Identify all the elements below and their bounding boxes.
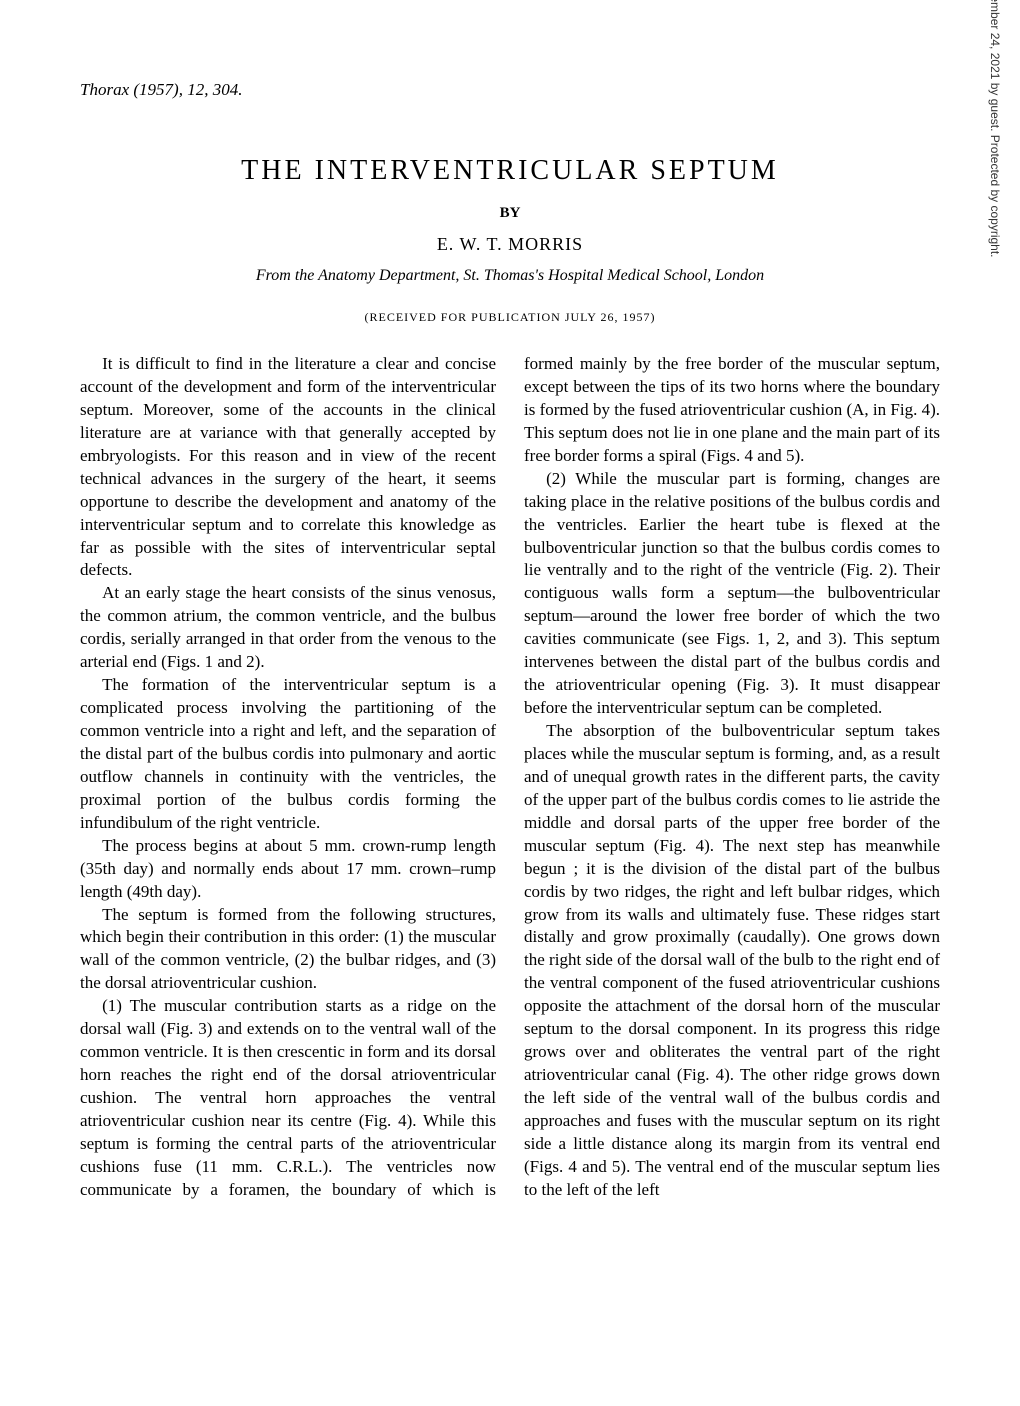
paragraph: The absorption of the bulboventricular s… (524, 720, 940, 1202)
paragraph: The process begins at about 5 mm. crown-… (80, 835, 496, 904)
body-columns: It is difficult to find in the literatur… (80, 353, 940, 1202)
author-name: E. W. T. MORRIS (80, 234, 940, 255)
paragraph: The septum is formed from the following … (80, 904, 496, 996)
paragraph: At an early stage the heart consists of … (80, 582, 496, 674)
side-download-note: Thorax: first published as 10.1136/thx.1… (988, 0, 1002, 258)
paragraph: It is difficult to find in the literatur… (80, 353, 496, 582)
by-label: BY (80, 205, 940, 222)
author-affiliation: From the Anatomy Department, St. Thomas'… (80, 267, 940, 285)
received-date: (RECEIVED FOR PUBLICATION JULY 26, 1957) (80, 310, 940, 325)
journal-citation: Thorax (1957), 12, 304. (80, 80, 940, 100)
paragraph: The formation of the interventricular se… (80, 674, 496, 835)
article-title: THE INTERVENTRICULAR SEPTUM (80, 155, 940, 187)
paragraph: (2) While the muscular part is forming, … (524, 468, 940, 720)
